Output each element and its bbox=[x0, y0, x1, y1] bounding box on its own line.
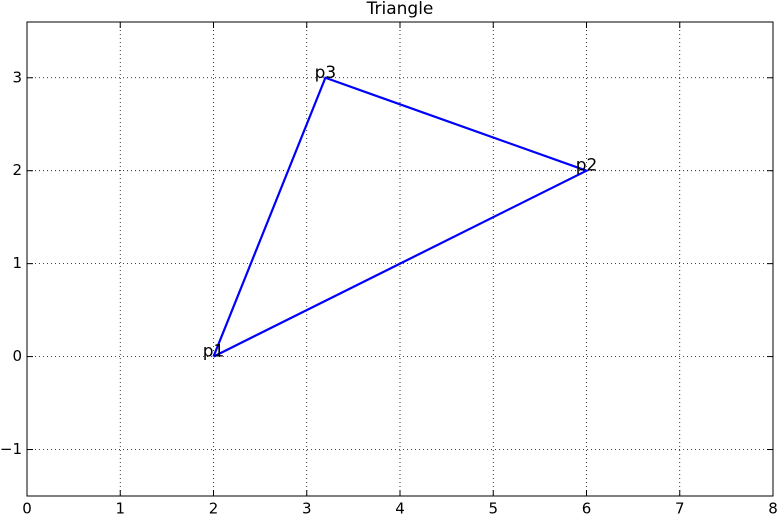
y-tick-label: −1 bbox=[0, 440, 22, 458]
y-tick-label: 0 bbox=[12, 347, 22, 365]
point-annotation: p2 bbox=[576, 156, 598, 176]
chart-title: Triangle bbox=[366, 0, 434, 19]
x-tick-label: 0 bbox=[22, 500, 32, 515]
y-tick-label: 1 bbox=[12, 254, 22, 272]
y-tick-label: 2 bbox=[12, 161, 22, 179]
point-annotation: p1 bbox=[203, 342, 225, 362]
x-tick-label: 5 bbox=[488, 500, 498, 515]
plot-frame bbox=[26, 21, 774, 497]
x-tick-label: 3 bbox=[302, 500, 312, 515]
x-tick-label: 7 bbox=[675, 500, 685, 515]
x-tick-label: 2 bbox=[209, 500, 219, 515]
point-annotation: p3 bbox=[315, 63, 337, 83]
x-tick-label: 4 bbox=[395, 500, 405, 515]
y-tick-label: 3 bbox=[12, 68, 22, 86]
x-tick-label: 1 bbox=[115, 500, 125, 515]
data-line bbox=[212, 76, 590, 358]
x-tick-label: 8 bbox=[768, 500, 777, 515]
x-tick-label: 6 bbox=[582, 500, 592, 515]
